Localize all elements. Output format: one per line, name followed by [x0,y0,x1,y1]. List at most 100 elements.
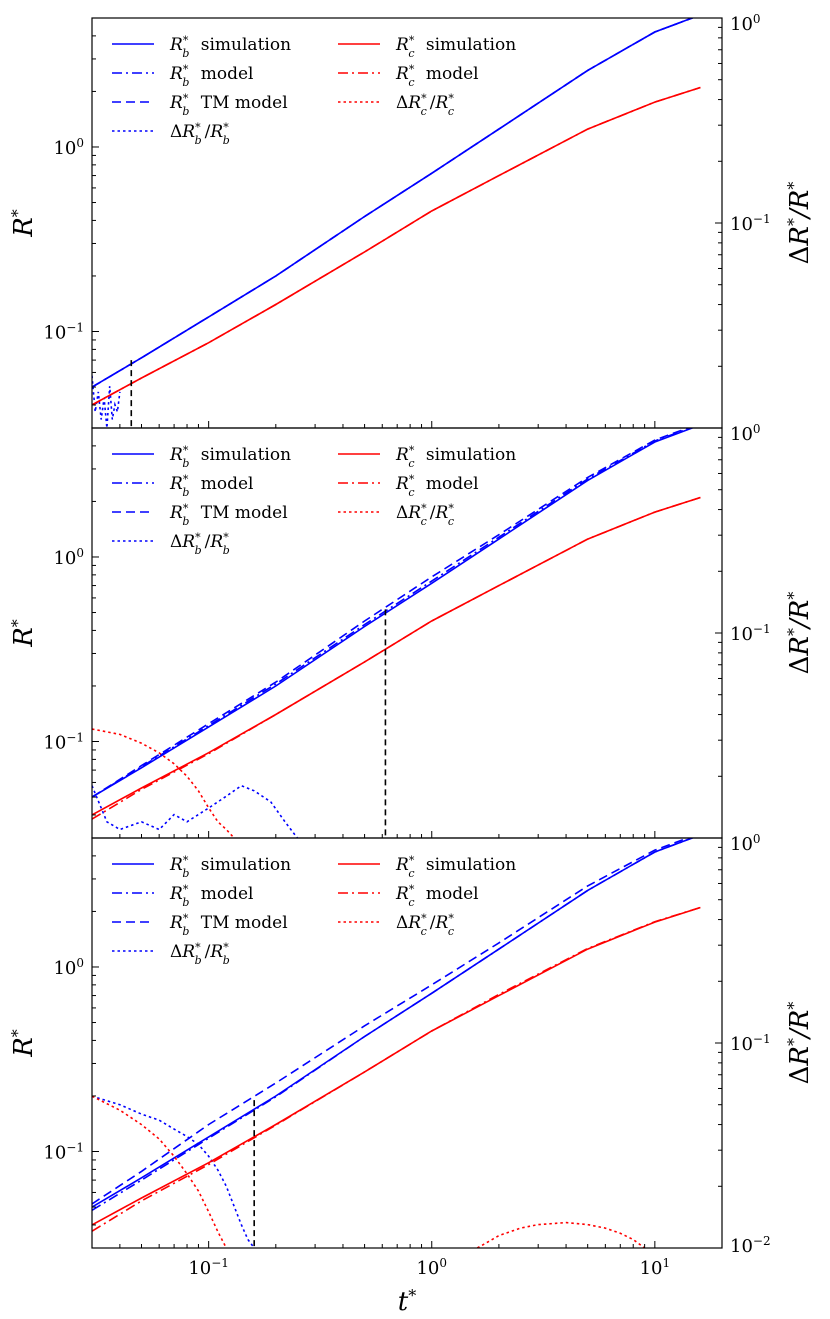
series-line-1 [92,18,695,388]
y2-label-star2: * [784,182,803,190]
legend-label-4-sub: c [408,867,414,880]
x-tick-label-0-exp: −1 [211,1256,229,1270]
legend-label-part-5: R [435,93,449,113]
legend-label-part-0: Δ [170,532,182,552]
series-line-1 [92,838,695,1211]
legend-label-2-sub: b [182,515,189,528]
legend-label-1-star: * [183,63,189,76]
legend-label-5-r: R [395,474,409,494]
legend-label-part-6: * [223,941,229,954]
legend-label-2: R* b TM model [169,92,288,118]
y2-tick-label-2: 100 [730,832,761,855]
legend-label-0: R* b simulation [169,854,291,880]
legend-label-part-7: c [448,105,454,118]
y2-label-delta: Δ [785,246,815,265]
series-line-5 [92,86,701,406]
y2-label-slash: / [785,617,815,631]
y-tick-label-0-base: 10 [43,323,66,344]
y2-tick-label-2-exp: 0 [753,832,761,846]
panel-bottom: 10−1 100 10110−110010−210−1100R*ΔR*/R*t*R*… [8,832,816,1317]
legend-label-part-3: b [195,544,202,557]
legend-label-2-star: * [183,92,189,105]
y2-label-delta: Δ [785,1066,815,1085]
legend-label-part-3: c [421,515,427,528]
legend-label-2-sub: b [182,925,189,938]
legend-label-part-4: / [430,503,436,523]
legend-label-part-4: / [205,122,211,142]
y-tick-label-1-exp: 0 [76,546,84,560]
y2-label-r: R [785,1046,815,1067]
legend-label-1-sub: b [182,76,189,89]
legend-label-0-sub: b [182,47,189,60]
y2-tick-label-0-exp: −1 [753,212,771,226]
y2-tick-label-1-exp: 0 [753,422,761,436]
legend-label-4: R* c simulation [395,854,516,880]
y-tick-label-0-base: 10 [43,1143,66,1164]
series-line-5 [92,496,701,820]
legend-label-5-sub: c [408,486,414,499]
legend-label-part-1: R [407,93,421,113]
y2-tick-label-1: 100 [730,12,761,35]
legend-label-0-r: R [169,35,183,55]
legend-label-0-star: * [183,34,189,47]
y2-label-r2: R [785,1010,815,1031]
legend-label-3: ΔR* b/R* b [170,941,230,967]
legend-label-6: ΔR* c/R* c [396,92,454,118]
legend-label-6: ΔR* c/R* c [396,912,454,938]
x-tick-label-2-exp: 1 [662,1256,670,1270]
legend-label-part-1: R [181,532,195,552]
legend-label-5: R* c model [395,63,479,89]
series-line-2 [92,428,690,798]
legend-label-part-0: Δ [170,942,182,962]
y2-tick-label-1: 10−1 [730,1032,771,1055]
y2-tick-label-0: 10−1 [730,622,771,645]
legend-label-2-r: R [169,93,183,113]
legend-label-part-3: c [421,105,427,118]
y2-tick-label-0-base: 10 [730,214,753,235]
legend-label-part-6: * [448,92,454,105]
y2-tick-label-1-base: 10 [730,1034,753,1055]
legend-label-part-5: R [435,913,449,933]
y2-label-slash: / [785,207,815,221]
y2-label-star2: * [784,592,803,600]
legend-label-part-0: Δ [396,503,408,523]
legend-label-1-star: * [183,473,189,486]
y2-tick-label-1-base: 10 [730,424,753,445]
legend-label-2-tail: TM model [195,503,287,523]
legend-label-4-r: R [395,445,409,465]
legend-label-part-0: Δ [396,93,408,113]
y-axis-label: R* [8,619,40,648]
y-tick-label-0-exp: −1 [66,731,84,745]
y-tick-label-1-exp: 0 [76,136,84,150]
legend-label-part-4: / [205,532,211,552]
y2-label-star2: * [784,1002,803,1010]
y2-tick-label-0-base: 10 [730,624,753,645]
series-line-6 [92,1095,228,1248]
y2-tick-label-0: 10−1 [730,212,771,235]
y2-label-star1: * [784,218,803,226]
legend-label-2-tail: TM model [195,913,287,933]
legend-label-0-r: R [169,855,183,875]
legend-label-2-star: * [183,912,189,925]
legend-label-part-1: R [407,503,421,523]
x-tick-label-1-base: 10 [416,1258,439,1279]
series-line-3 [92,784,299,838]
legend-label-part-2: * [421,912,427,925]
y-axis-label-star: * [8,619,27,627]
legend-label-1: R* b model [169,883,254,909]
y2-label-r: R [785,226,815,247]
legend-label-4-sub: c [408,457,414,470]
x-tick-label-1-exp: 0 [439,1256,447,1270]
y-tick-label-0-base: 10 [43,733,66,754]
legend-label-2-r: R [169,503,183,523]
y2-tick-label-0: 10−2 [730,1234,771,1257]
legend-label-1-r: R [169,474,183,494]
series-line-5 [92,906,701,1232]
legend-label-1-sub: b [182,486,189,499]
legend-label-5-tail: model [420,884,478,904]
y2-tick-label-1-base: 10 [730,14,753,35]
